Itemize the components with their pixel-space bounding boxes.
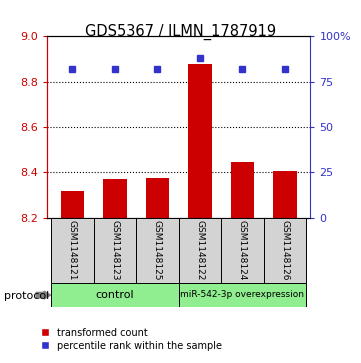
Text: GSM1148122: GSM1148122 <box>195 220 204 281</box>
Bar <box>221 218 264 283</box>
Text: GSM1148121: GSM1148121 <box>68 220 77 281</box>
Text: control: control <box>96 290 134 300</box>
Bar <box>103 179 127 218</box>
Text: GSM1148123: GSM1148123 <box>110 220 119 281</box>
Bar <box>51 283 179 307</box>
Text: protocol: protocol <box>4 291 49 301</box>
Bar <box>179 283 306 307</box>
Bar <box>61 191 84 218</box>
Text: miR-542-3p overexpression: miR-542-3p overexpression <box>180 290 304 299</box>
Text: GSM1148126: GSM1148126 <box>280 220 290 281</box>
Text: GSM1148124: GSM1148124 <box>238 220 247 281</box>
Bar <box>179 218 221 283</box>
Legend: transformed count, percentile rank within the sample: transformed count, percentile rank withi… <box>37 324 226 355</box>
Bar <box>188 64 212 218</box>
Text: GDS5367 / ILMN_1787919: GDS5367 / ILMN_1787919 <box>85 24 276 40</box>
Bar <box>231 162 254 218</box>
Text: GSM1148125: GSM1148125 <box>153 220 162 281</box>
Bar <box>94 218 136 283</box>
Bar <box>51 218 94 283</box>
Bar <box>264 218 306 283</box>
Bar <box>146 178 169 218</box>
Bar <box>273 171 297 218</box>
Bar <box>136 218 179 283</box>
